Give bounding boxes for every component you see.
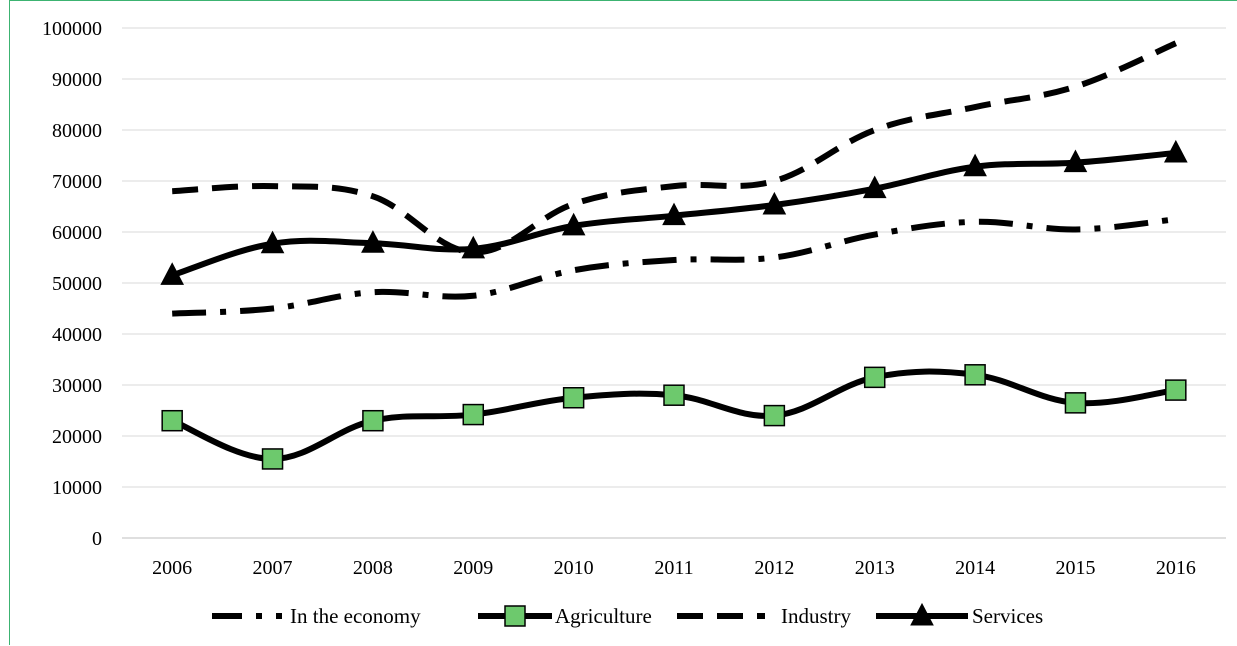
services-point xyxy=(561,212,586,236)
industry-line xyxy=(172,40,1178,256)
x-tick-label: 2009 xyxy=(453,557,493,579)
legend-label: Industry xyxy=(781,604,851,628)
agriculture-point xyxy=(161,409,183,432)
services-point xyxy=(910,602,934,626)
x-axis: 2006 2007 2008 2009 2010 2011 2012 2013 2014 2015… xyxy=(152,557,1196,579)
agriculture-point xyxy=(663,384,685,406)
legend-item-agriculture: Agriculture xyxy=(478,604,652,628)
x-tick-label: 2008 xyxy=(353,557,393,579)
y-tick-label: 100000 xyxy=(42,18,102,40)
gridlines xyxy=(122,27,1226,539)
agriculture-point xyxy=(261,448,284,470)
legend-label: Agriculture xyxy=(555,604,652,628)
services-point xyxy=(361,230,385,253)
legend-label: Services xyxy=(972,604,1043,628)
legend-item-industry: Industry xyxy=(677,604,851,628)
services-point xyxy=(260,230,285,254)
x-tick-label: 2016 xyxy=(1156,557,1196,579)
y-tick-label: 90000 xyxy=(52,69,102,91)
x-tick-label: 2015 xyxy=(1055,557,1095,579)
y-tick-label: 40000 xyxy=(52,324,102,346)
agriculture-point xyxy=(462,403,485,426)
services-point xyxy=(1063,149,1088,173)
y-tick-label: 70000 xyxy=(52,171,102,193)
y-tick-label: 30000 xyxy=(52,375,102,397)
in-the-economy-line xyxy=(172,216,1177,317)
legend-item-in-the-economy: In the economy xyxy=(212,604,421,628)
agriculture-point xyxy=(863,366,886,389)
series-markers xyxy=(160,139,1188,470)
agriculture-point xyxy=(763,404,786,427)
x-tick-label: 2013 xyxy=(855,557,895,579)
x-tick-label: 2006 xyxy=(152,557,192,579)
y-tick-label: 20000 xyxy=(52,426,102,448)
x-tick-label: 2014 xyxy=(955,557,995,579)
services-point xyxy=(762,191,787,215)
agriculture-point xyxy=(1064,392,1087,414)
x-tick-label: 2012 xyxy=(754,557,794,579)
chart-frame xyxy=(9,0,1237,645)
services-point xyxy=(160,262,185,285)
services-point xyxy=(862,175,887,199)
services-point xyxy=(1163,139,1188,163)
agriculture-point xyxy=(504,605,526,627)
agriculture-point xyxy=(1165,379,1187,401)
services-point xyxy=(461,235,486,259)
agriculture-point xyxy=(964,364,986,386)
x-tick-label: 2010 xyxy=(554,557,594,579)
x-tick-label: 2011 xyxy=(654,557,693,579)
y-tick-label: 0 xyxy=(92,528,102,550)
y-tick-label: 10000 xyxy=(52,477,102,499)
services-point xyxy=(963,153,987,177)
agriculture-point xyxy=(562,387,585,409)
x-tick-label: 2007 xyxy=(253,557,293,579)
y-tick-label: 60000 xyxy=(52,222,102,244)
services-point xyxy=(662,202,686,226)
y-tick-label: 80000 xyxy=(52,120,102,142)
legend: In the economy Agriculture Industry Service… xyxy=(212,602,1043,628)
agriculture-point xyxy=(362,409,384,432)
legend-label: In the economy xyxy=(290,604,421,628)
legend-item-services: Services xyxy=(876,602,1043,628)
y-tick-label: 50000 xyxy=(52,273,102,295)
y-axis: 0 10000 20000 30000 40000 50000 60000 70000 8000… xyxy=(42,18,102,550)
